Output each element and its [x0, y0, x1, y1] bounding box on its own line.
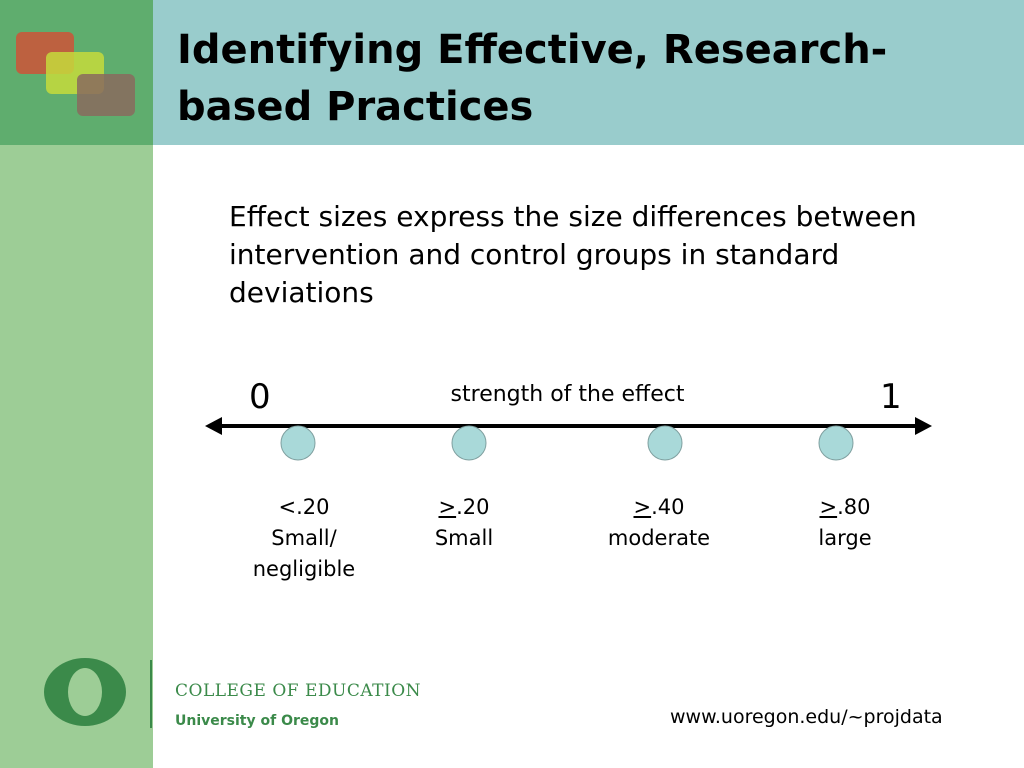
category-number: <.20	[278, 495, 330, 519]
category-prefix: >	[819, 495, 838, 519]
university-name: University of Oregon	[175, 713, 339, 729]
category-number: .20	[456, 495, 490, 519]
category-large: >.80 large	[760, 492, 930, 554]
category-name: Small/ negligible	[252, 526, 356, 581]
title-bar	[153, 0, 1024, 145]
category-value: >.40	[574, 492, 744, 523]
slide-title: Identifying Effective, Research-based Pr…	[177, 27, 888, 130]
footer-url: www.uoregon.edu/~projdata	[670, 706, 943, 728]
college-name: COLLEGE OF EDUCATION	[175, 681, 422, 701]
slide-body-text: Effect sizes express the size difference…	[229, 200, 917, 309]
oregon-o-logo-icon	[44, 658, 126, 726]
category-small: >.20 Small	[379, 492, 549, 554]
category-name: Small	[434, 526, 494, 550]
category-value: >.80	[760, 492, 930, 523]
category-name: large	[818, 526, 872, 550]
arrow-left-icon	[205, 417, 222, 435]
decorative-logo-block	[0, 0, 153, 145]
scale-dot-small	[451, 425, 487, 461]
category-moderate: >.40 moderate	[574, 492, 744, 554]
scale-title: strength of the effect	[450, 382, 685, 407]
scale-start-label: 0	[249, 377, 271, 417]
category-prefix: >	[438, 495, 457, 519]
scale-end-label: 1	[880, 377, 902, 417]
scale-dot-large	[818, 425, 854, 461]
logo-divider	[150, 660, 152, 728]
category-number: .80	[837, 495, 871, 519]
category-prefix: >	[633, 495, 652, 519]
decorative-square-brown	[77, 74, 135, 116]
category-number: .40	[651, 495, 685, 519]
arrow-right-icon	[915, 417, 932, 435]
scale-dot-moderate	[647, 425, 683, 461]
scale-dot-small-negligible	[280, 425, 316, 461]
category-name: moderate	[607, 526, 711, 550]
category-value: <.20	[219, 492, 389, 523]
category-small-negligible: <.20 Small/ negligible	[219, 492, 389, 585]
category-value: >.20	[379, 492, 549, 523]
